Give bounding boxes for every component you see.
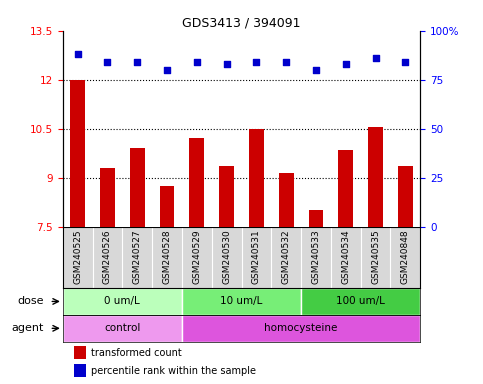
Point (163, 67, 171, 73)
Text: agent: agent (11, 323, 43, 333)
Bar (189, 139, 204, 227)
Text: 10 um/L: 10 um/L (220, 296, 263, 306)
Text: GSM240527: GSM240527 (133, 230, 142, 284)
Point (253, 59, 260, 65)
Bar (279, 173, 294, 227)
Bar (100, 168, 115, 227)
Text: GSM240531: GSM240531 (252, 230, 261, 285)
Text: dose: dose (17, 296, 43, 306)
Text: GSM240533: GSM240533 (312, 230, 320, 285)
Point (74, 51, 82, 57)
Text: percentile rank within the sample: percentile rank within the sample (91, 366, 256, 376)
Point (282, 59, 290, 65)
Point (223, 61, 230, 67)
Bar (398, 166, 413, 227)
Bar (130, 148, 145, 227)
Point (342, 61, 350, 67)
Bar (182, 315, 420, 342)
Text: GSM240525: GSM240525 (73, 230, 82, 284)
Bar (70, 80, 85, 227)
Text: GSM240530: GSM240530 (222, 230, 231, 285)
Text: 100 um/L: 100 um/L (336, 296, 385, 306)
Text: GSM240848: GSM240848 (401, 230, 410, 284)
Text: control: control (104, 323, 141, 333)
Bar (368, 127, 383, 227)
Title: GDS3413 / 394091: GDS3413 / 394091 (182, 17, 301, 30)
Bar (159, 186, 174, 227)
Text: GSM240535: GSM240535 (371, 230, 380, 285)
Bar (338, 150, 353, 227)
Point (372, 55, 380, 61)
Bar (73, 346, 86, 359)
Bar (63, 315, 182, 342)
Text: GSM240526: GSM240526 (103, 230, 112, 284)
Text: GSM240528: GSM240528 (163, 230, 171, 284)
Point (401, 59, 409, 65)
Point (133, 59, 141, 65)
Text: transformed count: transformed count (91, 348, 182, 358)
Bar (219, 166, 234, 227)
Bar (309, 210, 324, 227)
Bar (301, 288, 420, 315)
Text: GSM240529: GSM240529 (192, 230, 201, 284)
Text: 0 um/L: 0 um/L (104, 296, 140, 306)
Bar (73, 364, 86, 377)
Point (104, 59, 112, 65)
Text: homocysteine: homocysteine (264, 323, 338, 333)
Point (312, 67, 320, 73)
Bar (249, 129, 264, 227)
Point (193, 59, 201, 65)
Text: GSM240532: GSM240532 (282, 230, 291, 284)
Bar (63, 288, 182, 315)
Bar (182, 288, 301, 315)
Text: GSM240534: GSM240534 (341, 230, 350, 284)
